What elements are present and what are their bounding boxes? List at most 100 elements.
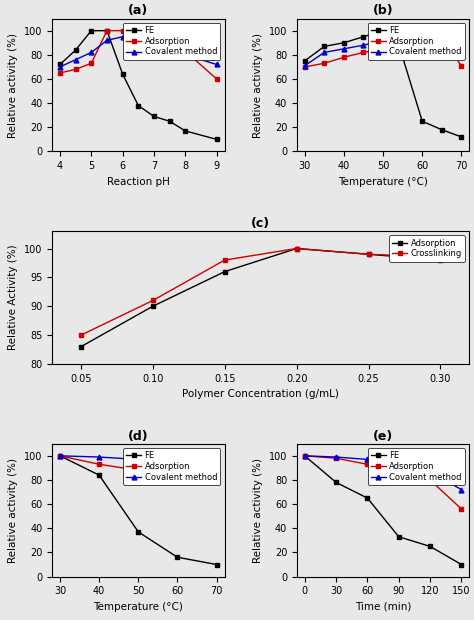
Covalent method — [427, 468, 433, 476]
Adsorption — [341, 53, 347, 61]
Adsorption — [214, 472, 219, 480]
Line: Adsorption: Adsorption — [57, 453, 219, 479]
Line: Adsorption: Adsorption — [302, 453, 464, 511]
Adsorption — [214, 75, 219, 82]
Crosslinking — [294, 245, 300, 252]
Adsorption — [151, 42, 157, 49]
Crosslinking — [150, 297, 155, 304]
FE — [302, 452, 308, 459]
Line: Covalent method: Covalent method — [302, 453, 464, 492]
Adsorption — [174, 471, 180, 479]
Covalent method — [120, 33, 126, 40]
Adsorption — [438, 256, 443, 264]
FE — [151, 113, 157, 120]
FE — [321, 43, 327, 50]
Covalent method — [182, 51, 188, 58]
Line: Adsorption: Adsorption — [79, 246, 443, 349]
Adsorption — [73, 66, 79, 73]
Crosslinking — [366, 250, 372, 258]
Adsorption — [366, 250, 372, 258]
Covalent method — [458, 43, 464, 50]
Line: Crosslinking: Crosslinking — [79, 246, 443, 337]
Crosslinking — [438, 254, 443, 261]
Line: Covalent method: Covalent method — [302, 29, 464, 68]
Legend: FE, Adsorption, Covalent method: FE, Adsorption, Covalent method — [123, 448, 220, 485]
FE — [104, 27, 110, 34]
X-axis label: Temperature (°C): Temperature (°C) — [338, 177, 428, 187]
Adsorption — [458, 505, 464, 513]
Covalent method — [89, 49, 94, 56]
Covalent method — [174, 461, 180, 468]
FE — [458, 133, 464, 141]
Line: FE: FE — [57, 29, 219, 142]
Y-axis label: Relative activity (%): Relative activity (%) — [9, 32, 18, 138]
Adsorption — [57, 69, 63, 77]
Title: (a): (a) — [128, 4, 148, 17]
Adsorption — [136, 467, 141, 474]
FE — [214, 136, 219, 143]
Title: (b): (b) — [373, 4, 393, 17]
Covalent method — [136, 456, 141, 463]
X-axis label: Polymer Concentration (g/mL): Polymer Concentration (g/mL) — [182, 389, 339, 399]
Covalent method — [151, 39, 157, 46]
Title: (e): (e) — [373, 430, 393, 443]
Covalent method — [396, 458, 401, 466]
X-axis label: Time (min): Time (min) — [355, 602, 411, 612]
FE — [341, 39, 347, 46]
Covalent method — [214, 467, 219, 474]
Covalent method — [57, 452, 63, 459]
Y-axis label: Relative activity (%): Relative activity (%) — [9, 458, 18, 563]
Adsorption — [427, 476, 433, 484]
Covalent method — [400, 32, 406, 39]
Adsorption — [302, 452, 308, 459]
Y-axis label: Relative Activity (%): Relative Activity (%) — [9, 245, 18, 350]
FE — [73, 46, 79, 54]
Covalent method — [341, 45, 347, 53]
Adsorption — [182, 48, 188, 55]
Adsorption — [396, 469, 401, 476]
Adsorption — [222, 268, 228, 275]
FE — [302, 57, 308, 64]
Covalent method — [96, 453, 102, 461]
Covalent method — [136, 27, 141, 34]
FE — [361, 33, 366, 40]
Legend: FE, Adsorption, Covalent method: FE, Adsorption, Covalent method — [368, 448, 465, 485]
Line: Adsorption: Adsorption — [57, 29, 219, 81]
Legend: FE, Adsorption, Covalent method: FE, Adsorption, Covalent method — [368, 23, 465, 60]
Adsorption — [302, 63, 308, 71]
Adsorption — [150, 303, 155, 310]
FE — [89, 27, 94, 34]
Crosslinking — [222, 256, 228, 264]
Covalent method — [302, 62, 308, 69]
Title: (d): (d) — [128, 430, 149, 443]
Adsorption — [380, 45, 386, 53]
Adsorption — [400, 35, 406, 43]
Covalent method — [104, 37, 110, 44]
Line: FE: FE — [302, 29, 464, 140]
FE — [136, 528, 141, 536]
Line: FE: FE — [302, 453, 464, 567]
Covalent method — [333, 453, 339, 461]
FE — [136, 102, 141, 109]
Y-axis label: Relative activity (%): Relative activity (%) — [253, 32, 263, 138]
Adsorption — [365, 461, 370, 468]
FE — [400, 53, 406, 61]
Crosslinking — [78, 332, 84, 339]
FE — [167, 118, 173, 125]
Adsorption — [333, 454, 339, 462]
FE — [439, 126, 445, 133]
Adsorption — [167, 45, 173, 53]
FE — [174, 554, 180, 561]
FE — [57, 61, 63, 68]
FE — [365, 494, 370, 502]
FE — [396, 533, 401, 541]
Line: Covalent method: Covalent method — [57, 453, 219, 472]
FE — [96, 471, 102, 479]
Covalent method — [167, 45, 173, 53]
FE — [419, 118, 425, 125]
FE — [182, 127, 188, 135]
Covalent method — [302, 452, 308, 459]
Covalent method — [458, 486, 464, 494]
Adsorption — [439, 35, 445, 43]
X-axis label: Reaction pH: Reaction pH — [107, 177, 170, 187]
